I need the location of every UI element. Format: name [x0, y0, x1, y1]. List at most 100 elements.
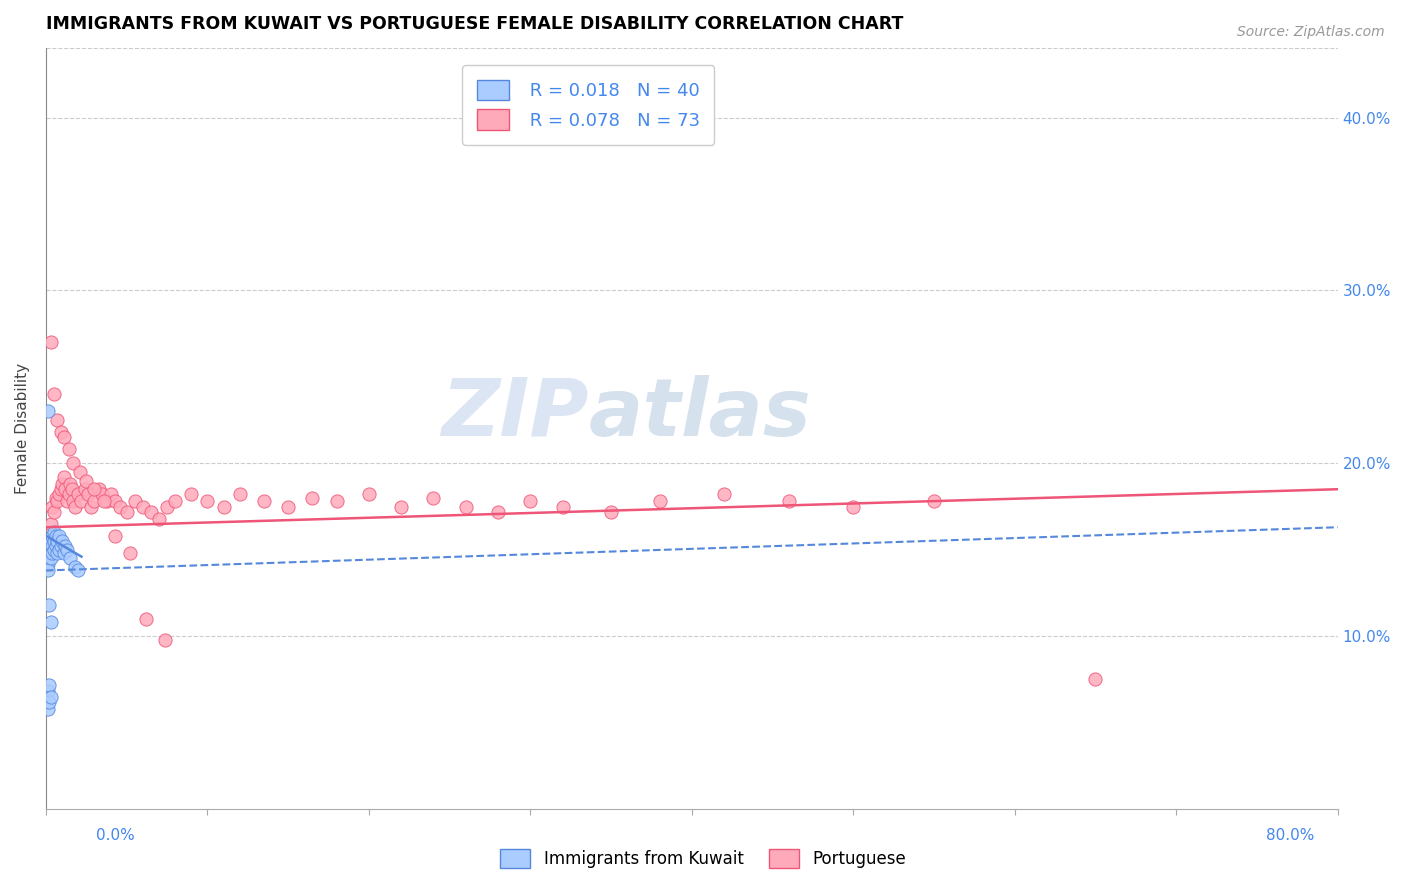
Point — [39, 335, 62, 350]
Point — [778, 494, 800, 508]
Point — [301, 491, 323, 505]
Point — [53, 482, 76, 496]
Point — [51, 534, 73, 549]
Point — [45, 491, 67, 505]
Point — [115, 505, 138, 519]
Point — [58, 442, 80, 457]
Point — [842, 500, 865, 514]
Point — [63, 500, 86, 514]
Point — [37, 539, 59, 553]
Point — [70, 494, 93, 508]
Point — [53, 539, 76, 553]
Point — [454, 500, 477, 514]
Point — [165, 494, 187, 508]
Point — [519, 494, 541, 508]
Point — [73, 482, 96, 496]
Point — [124, 494, 146, 508]
Point — [58, 487, 80, 501]
Point — [51, 477, 73, 491]
Point — [41, 500, 63, 514]
Text: ZIP: ZIP — [441, 375, 589, 452]
Point — [80, 500, 103, 514]
Point — [62, 494, 84, 508]
Point — [713, 487, 735, 501]
Point — [48, 542, 70, 557]
Point — [42, 534, 65, 549]
Text: Source: ZipAtlas.com: Source: ZipAtlas.com — [1237, 25, 1385, 39]
Point — [277, 500, 299, 514]
Point — [600, 505, 623, 519]
Point — [93, 494, 115, 508]
Point — [37, 557, 59, 571]
Point — [60, 482, 83, 496]
Point — [104, 494, 127, 508]
Point — [67, 487, 90, 501]
Point — [49, 539, 72, 553]
Point — [37, 684, 59, 698]
Text: 0.0%: 0.0% — [96, 829, 135, 843]
Point — [45, 539, 67, 553]
Point — [38, 534, 60, 549]
Point — [38, 598, 60, 612]
Point — [48, 529, 70, 543]
Point — [56, 494, 79, 508]
Point — [110, 500, 132, 514]
Point — [67, 564, 90, 578]
Point — [325, 494, 347, 508]
Point — [59, 551, 82, 566]
Point — [89, 482, 111, 496]
Point — [37, 546, 59, 560]
Point — [551, 500, 574, 514]
Text: 80.0%: 80.0% — [1267, 829, 1315, 843]
Point — [180, 487, 202, 501]
Point — [37, 564, 59, 578]
Point — [42, 525, 65, 540]
Point — [155, 632, 177, 647]
Point — [37, 551, 59, 566]
Point — [253, 494, 276, 508]
Point — [83, 482, 105, 496]
Point — [37, 404, 59, 418]
Point — [42, 505, 65, 519]
Point — [56, 542, 79, 557]
Legend: Immigrants from Kuwait, Portuguese: Immigrants from Kuwait, Portuguese — [494, 842, 912, 875]
Point — [41, 529, 63, 543]
Point — [59, 477, 82, 491]
Point — [42, 542, 65, 557]
Point — [63, 560, 86, 574]
Text: IMMIGRANTS FROM KUWAIT VS PORTUGUESE FEMALE DISABILITY CORRELATION CHART: IMMIGRANTS FROM KUWAIT VS PORTUGUESE FEM… — [46, 15, 903, 33]
Point — [45, 529, 67, 543]
Point — [38, 539, 60, 553]
Point — [357, 487, 380, 501]
Point — [52, 546, 75, 560]
Point — [39, 542, 62, 557]
Point — [46, 534, 69, 549]
Point — [48, 487, 70, 501]
Point — [42, 387, 65, 401]
Point — [46, 546, 69, 560]
Point — [139, 505, 162, 519]
Point — [135, 612, 157, 626]
Point — [38, 695, 60, 709]
Point — [83, 494, 105, 508]
Point — [922, 494, 945, 508]
Point — [46, 494, 69, 508]
Point — [52, 430, 75, 444]
Point — [52, 470, 75, 484]
Point — [41, 539, 63, 553]
Point — [212, 500, 235, 514]
Point — [422, 491, 444, 505]
Point — [96, 494, 118, 508]
Point — [49, 425, 72, 440]
Point — [118, 546, 141, 560]
Point — [389, 500, 412, 514]
Point — [75, 474, 97, 488]
Point — [39, 551, 62, 566]
Point — [228, 487, 250, 501]
Text: atlas: atlas — [589, 375, 811, 452]
Point — [39, 534, 62, 549]
Legend:  R = 0.018   N = 40,  R = 0.078   N = 73: R = 0.018 N = 40, R = 0.078 N = 73 — [463, 65, 714, 145]
Point — [104, 529, 127, 543]
Point — [49, 482, 72, 496]
Point — [37, 534, 59, 549]
